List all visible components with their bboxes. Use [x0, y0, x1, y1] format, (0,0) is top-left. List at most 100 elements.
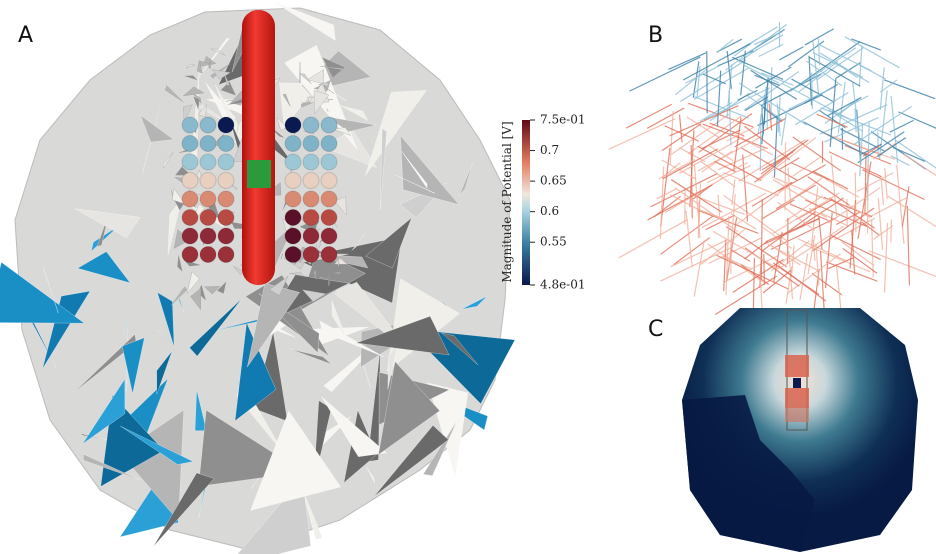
- sphere: [285, 228, 301, 244]
- sphere: [321, 173, 337, 189]
- sphere: [200, 117, 216, 133]
- fiber: [657, 189, 676, 199]
- colorbar-ticks: 7.5e-010.70.650.60.554.8e-01: [530, 113, 586, 292]
- colorbar-title: Magnitude of Potential [V]: [500, 121, 514, 282]
- sphere: [303, 191, 319, 207]
- sphere: [182, 173, 198, 189]
- sphere: [321, 136, 337, 152]
- sphere: [200, 173, 216, 189]
- fiber: [683, 44, 750, 80]
- sphere: [285, 136, 301, 152]
- fiber: [626, 104, 672, 128]
- sphere: [182, 154, 198, 170]
- colorbar: [522, 120, 530, 285]
- sphere: [321, 247, 337, 263]
- fiber: [647, 108, 684, 128]
- sphere: [218, 191, 234, 207]
- colorbar-tick-label: 0.6: [540, 204, 559, 218]
- sphere: [218, 228, 234, 244]
- fiber: [717, 39, 734, 52]
- fiber: [781, 111, 786, 146]
- sphere: [218, 210, 234, 226]
- contact: [793, 378, 801, 388]
- fiber: [813, 171, 848, 189]
- fiber: [745, 248, 799, 287]
- fiber: [630, 57, 701, 91]
- fiber: [724, 239, 726, 291]
- sphere: [218, 136, 234, 152]
- fiber: [675, 69, 706, 95]
- fiber: [717, 71, 720, 127]
- sphere: [321, 210, 337, 226]
- fiber: [745, 65, 780, 83]
- contact: [785, 355, 809, 377]
- fiber: [713, 231, 779, 269]
- sphere: [200, 136, 216, 152]
- fiber: [895, 140, 936, 169]
- fiber: [660, 216, 712, 254]
- sphere: [285, 154, 301, 170]
- fiber: [660, 248, 731, 282]
- sphere: [285, 191, 301, 207]
- sphere: [182, 228, 198, 244]
- colorbar-tick-label: 0.65: [540, 174, 567, 188]
- sphere: [285, 247, 301, 263]
- sphere: [200, 228, 216, 244]
- fiber: [884, 80, 935, 99]
- fiber: [825, 178, 859, 197]
- sphere: [321, 191, 337, 207]
- sphere: [321, 117, 337, 133]
- sphere: [303, 173, 319, 189]
- fiber: [904, 154, 936, 182]
- panel-label: C: [648, 317, 663, 342]
- contact: [785, 388, 809, 408]
- slice-panel: [682, 308, 918, 552]
- fiber: [891, 219, 892, 242]
- fiber: [898, 112, 936, 135]
- mesh-panel: [0, 1, 515, 554]
- sphere: [182, 210, 198, 226]
- sphere: [182, 136, 198, 152]
- colorbar-tick-label: 0.7: [540, 143, 559, 157]
- sphere: [218, 173, 234, 189]
- contact: [785, 408, 809, 422]
- sphere: [303, 117, 319, 133]
- sphere: [303, 228, 319, 244]
- fiber: [848, 205, 870, 217]
- sphere: [303, 247, 319, 263]
- figure: A Magnitude of Potential [V] 7.5e-01 0.7 0…: [0, 0, 936, 554]
- fiber: [780, 47, 804, 60]
- fiber: [891, 156, 910, 166]
- panel-label: A: [18, 23, 33, 48]
- fiber: [869, 251, 936, 277]
- fiber: [787, 254, 840, 294]
- fiber: [800, 253, 808, 300]
- sphere: [218, 117, 234, 133]
- fiber: [865, 152, 866, 214]
- sphere: [303, 136, 319, 152]
- sphere: [285, 117, 301, 133]
- fiber: [825, 213, 832, 288]
- colorbar-tick-label: 0.55: [540, 235, 567, 249]
- fiber: [881, 176, 884, 205]
- sphere: [182, 247, 198, 263]
- sphere: [182, 117, 198, 133]
- sphere: [218, 154, 234, 170]
- fiber: [907, 206, 909, 285]
- fiber: [791, 163, 828, 180]
- fiber: [764, 254, 765, 285]
- network-panel: [609, 22, 936, 342]
- sphere: [321, 228, 337, 244]
- sphere: [321, 154, 337, 170]
- fiber: [867, 164, 868, 233]
- sphere: [200, 191, 216, 207]
- contact: [247, 160, 271, 188]
- sphere: [303, 154, 319, 170]
- sphere: [285, 210, 301, 226]
- colorbar-tick-label: 7.5e-01: [540, 113, 586, 127]
- fiber: [888, 196, 936, 233]
- fiber: [609, 119, 675, 150]
- panel-label: B: [648, 23, 663, 48]
- fiber: [670, 111, 673, 164]
- sphere: [303, 210, 319, 226]
